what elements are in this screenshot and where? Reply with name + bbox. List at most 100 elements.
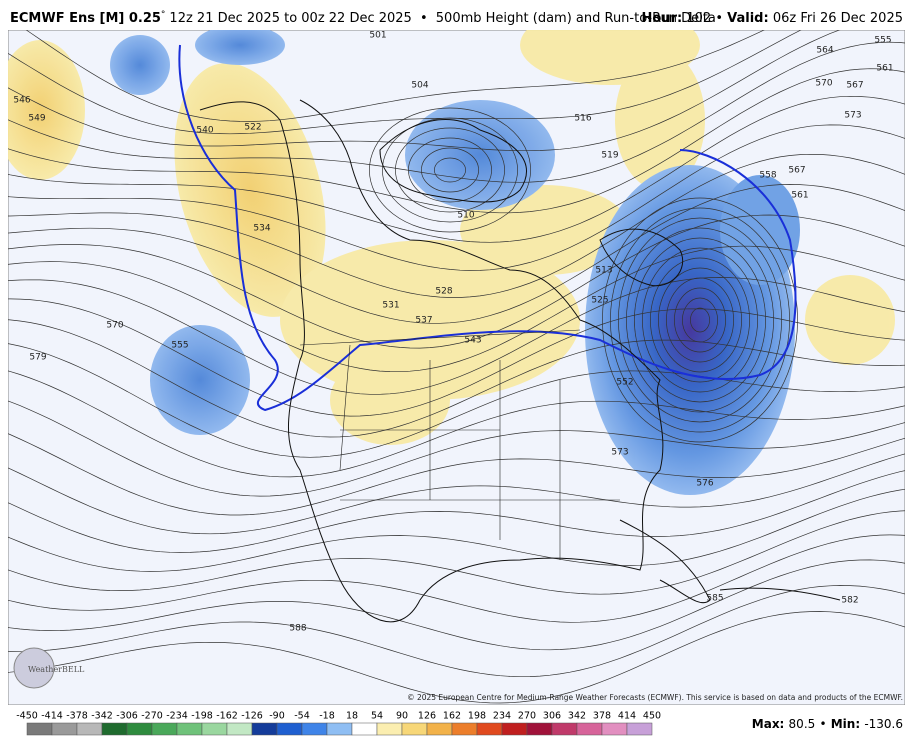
blue-area: [720, 175, 800, 285]
colorbar-swatch: [401, 722, 428, 736]
logo: WeatherBELL: [13, 647, 85, 689]
colorbar-swatch: [326, 722, 353, 736]
contour-line: [8, 124, 905, 271]
contour-ring: [682, 297, 718, 343]
colorbar-tick-label: -162: [216, 711, 238, 722]
blue-area: [110, 35, 170, 95]
contour-line: [8, 611, 905, 704]
contour-line: [8, 510, 905, 595]
bullet: •: [715, 11, 723, 26]
contour-ring: [666, 277, 734, 363]
contour-ring: [434, 157, 466, 183]
colorbar-swatch: [176, 722, 203, 736]
contour-line: [8, 298, 905, 417]
contour-label: 561: [876, 64, 893, 74]
colorbar-tick-label: 162: [443, 711, 461, 722]
colorbar-swatch: [226, 722, 253, 736]
contour-label: 585: [706, 594, 723, 604]
contour-line: [25, 30, 765, 122]
colorbar-swatch: [201, 722, 228, 736]
colorbar-tick-label: 306: [543, 711, 561, 722]
colorbar-tick-label: 450: [643, 711, 661, 722]
contour-label: 564: [816, 46, 833, 56]
run: 12z 21 Dec 2025 to 00z 22 Dec 2025: [169, 11, 411, 26]
colorbar-swatch: [551, 722, 578, 736]
colorbar-tick-label: -306: [116, 711, 138, 722]
contour-line: [8, 245, 905, 373]
contour-label: 579: [29, 353, 46, 363]
colorbar-tick-label: -234: [166, 711, 188, 722]
contour-line: [8, 534, 905, 623]
colorbar-swatch: [426, 722, 453, 736]
colorbar-swatch: [26, 722, 53, 736]
contour-label: 570: [106, 321, 123, 331]
contour-label: 543: [464, 336, 481, 346]
contour-line: [8, 343, 905, 458]
blue-area: [195, 30, 285, 65]
contour-label: 513: [595, 266, 612, 276]
colorbar-tick-label: 198: [468, 711, 486, 722]
min-label: Min:: [831, 717, 860, 731]
contour-label: 558: [759, 171, 776, 181]
contour-ring: [421, 147, 479, 193]
colorbar: -450 -414 -378 -342 -306 -270 -234 -198 -162 -126…: [16, 711, 661, 736]
colorbar-tick-label: 378: [593, 711, 611, 722]
yellow-area: [460, 185, 630, 275]
degree: °: [161, 10, 166, 20]
contour-line: [8, 319, 905, 438]
colorbar-tick-label: 90: [396, 711, 408, 722]
contour-line: [8, 30, 841, 152]
contour-label: 531: [382, 301, 399, 311]
yellow-area: [330, 355, 450, 445]
contour-ring: [382, 117, 518, 223]
colorbar-tick-label: -342: [91, 711, 113, 722]
title: ECMWF Ens [M] 0.25° 12z 21 Dec 2025 to 00…: [10, 10, 716, 26]
colorbar-swatch: [451, 722, 478, 736]
separator: •: [819, 717, 826, 731]
max: 80.5: [789, 717, 816, 731]
blue-area: [405, 100, 555, 210]
colorbar-tick-label: 234: [493, 711, 511, 722]
hour: 102: [686, 11, 711, 26]
contour-label: 567: [788, 166, 805, 176]
colorbar-swatch: [276, 722, 303, 736]
colorbar-swatch: [576, 722, 603, 736]
contour-label: 519: [601, 151, 618, 161]
colorbar-swatch: [376, 722, 403, 736]
contour-label: 588: [289, 624, 306, 634]
contour-label: 528: [435, 287, 452, 297]
bullet: •: [420, 11, 428, 26]
logo-globe: [13, 647, 55, 689]
contour-label: 573: [844, 111, 861, 121]
contour-line: [8, 41, 905, 183]
stats: Max: 80.5 • Min: -130.6: [752, 717, 903, 731]
colorbar-swatch: [601, 722, 628, 736]
contour-ring: [690, 307, 710, 333]
colorbar-tick-label: 270: [518, 711, 536, 722]
contour-label: 540: [196, 126, 213, 136]
contour-ring: [408, 137, 492, 203]
contour-ring: [395, 127, 505, 213]
contour-ring: [610, 207, 790, 433]
contour-label: 582: [841, 596, 858, 606]
contour-line: [8, 153, 905, 298]
credit: © 2025 European Centre for Medium-Range …: [407, 693, 903, 702]
contour-label: 555: [874, 36, 891, 46]
model: ECMWF Ens [M] 0.25: [10, 11, 161, 26]
contour-label: 549: [28, 114, 45, 124]
contour-line: [8, 453, 905, 535]
colorbar-swatch: [76, 722, 103, 736]
contour-label: 516: [574, 114, 591, 124]
contour-label: 552: [616, 378, 633, 388]
colorbar-tick-label: -126: [241, 711, 263, 722]
colorbar-tick-label: 126: [418, 711, 436, 722]
contour-label: 537: [415, 316, 432, 326]
contour-label: 525: [591, 296, 608, 306]
colorbar-swatch: [51, 722, 78, 736]
blue-area: [150, 325, 250, 435]
contour-ring: [642, 247, 758, 393]
contour-line: [8, 585, 905, 678]
contour-label: 522: [244, 123, 261, 133]
contour-line: [8, 400, 905, 497]
